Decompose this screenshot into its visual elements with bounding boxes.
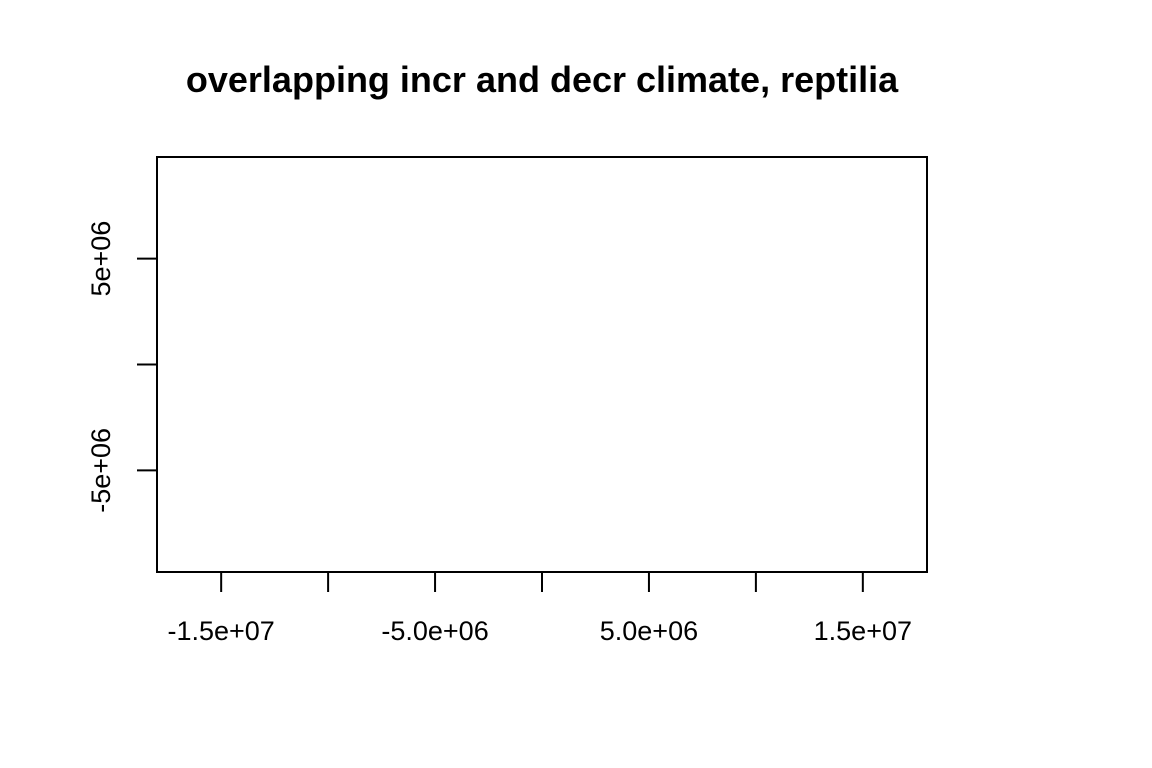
chart-title: overlapping incr and decr climate, repti… xyxy=(186,59,899,100)
x-axis: -1.5e+07 -5.0e+06 5.0e+06 1.5e+07 xyxy=(167,572,912,646)
x-tick-label: 5.0e+06 xyxy=(600,616,698,646)
x-tick-label: 1.5e+07 xyxy=(814,616,912,646)
x-tick-label: -5.0e+06 xyxy=(381,616,488,646)
plot-frame xyxy=(156,156,928,573)
y-axis: -5e+06 5e+06 xyxy=(86,221,157,513)
y-tick-label: 5e+06 xyxy=(86,221,116,297)
x-tick-label: -1.5e+07 xyxy=(167,616,274,646)
y-tick-label: -5e+06 xyxy=(86,428,116,513)
